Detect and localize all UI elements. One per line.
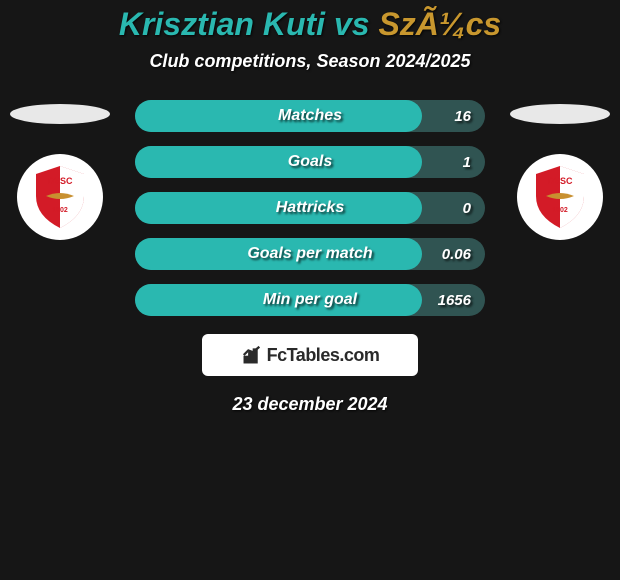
content: DVSC 1902 DVSC 1902 Matches 16 Goals 1 Hattr… [0, 100, 620, 415]
club-badge-left: DVSC 1902 [17, 154, 103, 240]
stat-bar: Matches 16 [135, 100, 485, 132]
stat-label: Goals per match [247, 245, 372, 263]
stat-bars: Matches 16 Goals 1 Hattricks 0 Goals per match… [135, 100, 485, 316]
stat-value: 1 [463, 154, 471, 171]
stat-label: Goals [288, 153, 332, 171]
player-shadow-left [10, 104, 110, 124]
date-text: 23 december 2024 [0, 394, 620, 415]
stat-value: 0 [463, 200, 471, 217]
shield-icon: DVSC 1902 [32, 164, 88, 230]
player1-name: Krisztian Kuti [119, 6, 325, 42]
subtitle: Club competitions, Season 2024/2025 [0, 51, 620, 72]
chart-icon [241, 344, 263, 366]
stat-bar: Goals 1 [135, 146, 485, 178]
club-badge-right: DVSC 1902 [517, 154, 603, 240]
player2-name: SzÃ¼cs [378, 6, 501, 42]
stat-bar: Goals per match 0.06 [135, 238, 485, 270]
stat-value: 1656 [438, 292, 471, 309]
stat-bar-fill [135, 146, 422, 178]
stat-label: Min per goal [263, 291, 357, 309]
stat-bar: Hattricks 0 [135, 192, 485, 224]
svg-text:DVSC: DVSC [47, 176, 73, 186]
svg-text:DVSC: DVSC [547, 176, 573, 186]
stat-bar: Min per goal 1656 [135, 284, 485, 316]
brand-box[interactable]: FcTables.com [202, 334, 418, 376]
shield-icon: DVSC 1902 [532, 164, 588, 230]
stat-value: 16 [454, 108, 471, 125]
stat-value: 0.06 [442, 246, 471, 263]
page-title: Krisztian Kuti vs SzÃ¼cs [0, 6, 620, 43]
svg-text:1902: 1902 [552, 207, 568, 214]
brand-text: FcTables.com [267, 345, 380, 366]
vs-text: vs [325, 6, 378, 42]
stat-label: Matches [278, 107, 342, 125]
stat-label: Hattricks [276, 199, 344, 217]
svg-text:1902: 1902 [52, 207, 68, 214]
header: Krisztian Kuti vs SzÃ¼cs Club competitio… [0, 0, 620, 72]
player-shadow-right [510, 104, 610, 124]
